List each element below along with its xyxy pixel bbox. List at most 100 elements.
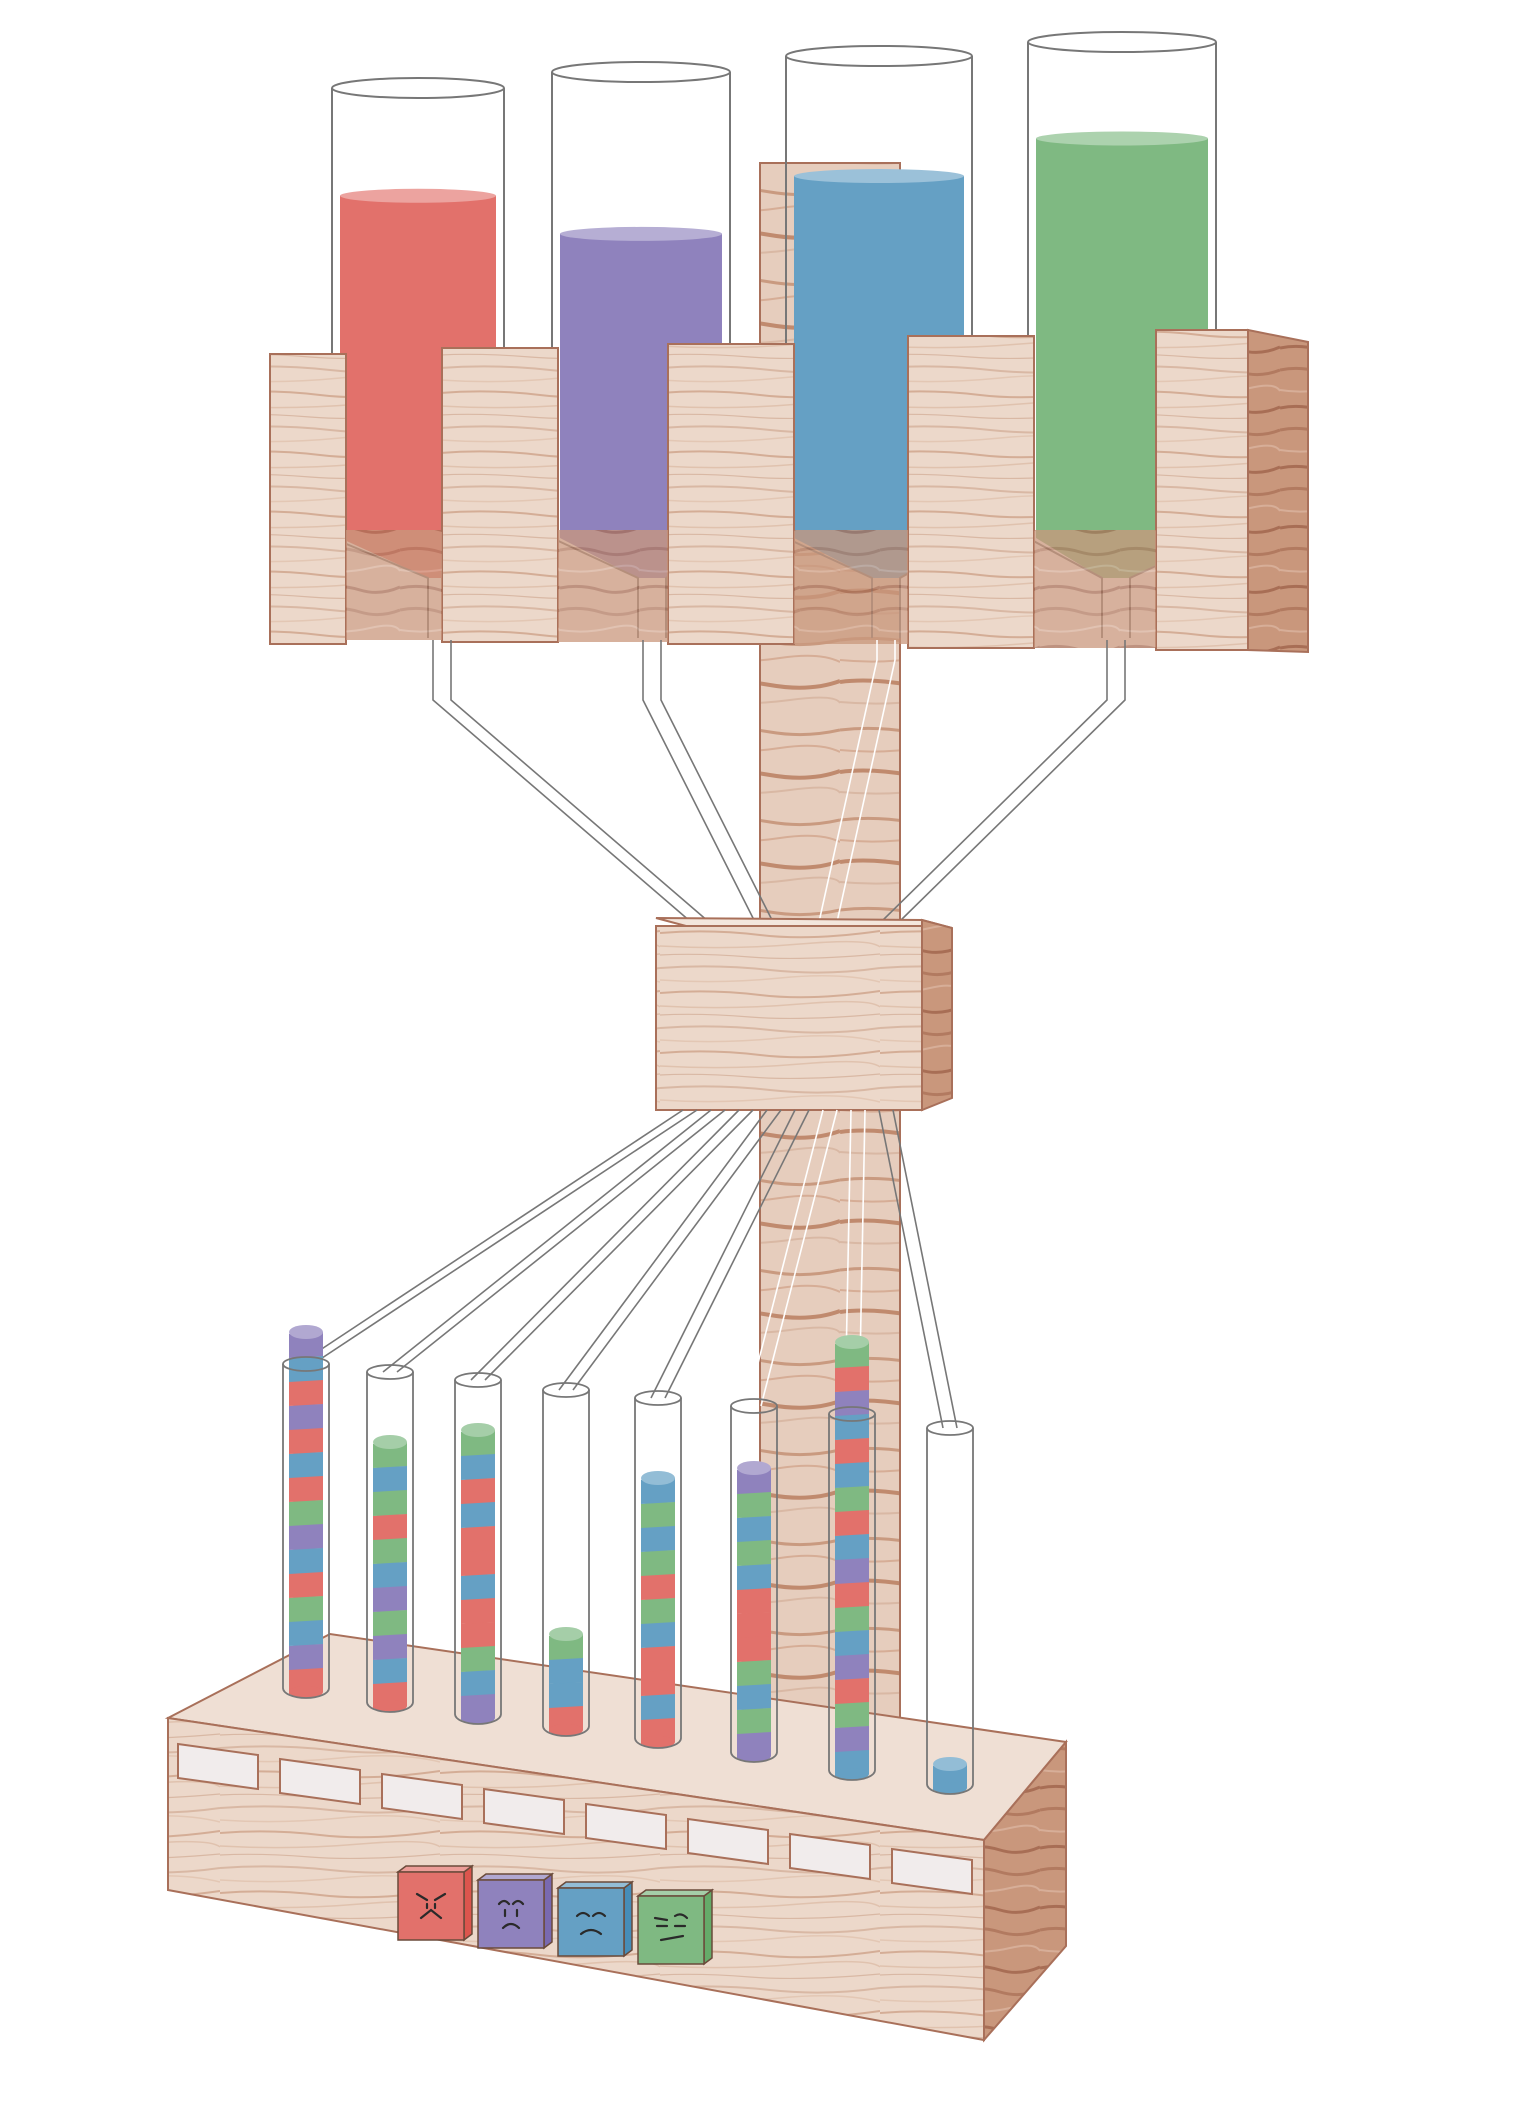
sand-layer	[549, 1634, 583, 1660]
test-tube-8	[926, 1420, 974, 1795]
upper-pipe-wall	[642, 640, 756, 923]
sand-layer	[289, 1644, 323, 1670]
sand-layer	[835, 1630, 869, 1656]
lower-pipe-wall	[892, 1109, 958, 1429]
sand-layer	[549, 1702, 583, 1732]
sand-layer	[289, 1664, 323, 1694]
tube-glass	[730, 1406, 778, 1763]
sand-layer	[289, 1548, 323, 1574]
sand-layer	[641, 1570, 675, 1600]
sand-bottom	[933, 1782, 967, 1794]
sand-layer	[289, 1452, 323, 1478]
tube-glass	[282, 1364, 330, 1699]
upper-pipe-wall	[898, 640, 1126, 923]
liquid-surface	[560, 226, 722, 241]
sand-layer	[461, 1526, 495, 1552]
sand-top	[461, 1423, 495, 1437]
lower-pipe-wall	[298, 1109, 684, 1365]
sand-layer	[461, 1690, 495, 1720]
sand-top	[933, 1757, 967, 1771]
reservoir-rim	[785, 45, 973, 67]
sand-layer	[373, 1610, 407, 1636]
tube-rim	[828, 1406, 876, 1422]
tube-rim	[454, 1372, 502, 1388]
tube-rim	[926, 1420, 974, 1436]
tube-glass	[634, 1398, 682, 1749]
tube-rim	[366, 1364, 414, 1380]
liquid-surface	[340, 188, 496, 203]
sand-layer	[835, 1554, 869, 1584]
test-tube-6	[730, 1398, 778, 1763]
label-slot-8	[891, 1847, 973, 1896]
sand-layer	[461, 1622, 495, 1648]
sand-layer	[641, 1522, 675, 1552]
lower-pipe-wall	[746, 1109, 824, 1407]
sand-layer	[737, 1708, 771, 1734]
upper-pipe-wall	[660, 640, 774, 923]
sand-layer	[835, 1390, 869, 1416]
lower-pipe-wall	[484, 1109, 754, 1381]
sand-layer	[461, 1670, 495, 1696]
sand-layer	[373, 1514, 407, 1540]
upper-pipe-wall	[432, 640, 692, 923]
sand-layer	[835, 1650, 869, 1680]
sand-layer	[641, 1694, 675, 1720]
face-box-purple	[475, 1872, 555, 1950]
sand-layer	[289, 1500, 323, 1526]
label-slot-6	[687, 1817, 769, 1866]
lower-pipe-wall	[664, 1109, 810, 1399]
sand-layer	[737, 1632, 771, 1662]
sand-layer	[835, 1458, 869, 1488]
sand-layer	[373, 1562, 407, 1588]
label-slot-4	[483, 1787, 565, 1836]
sand-top	[641, 1471, 675, 1485]
sand-layer	[737, 1564, 771, 1590]
sand-layer	[461, 1450, 495, 1480]
tube-rim	[542, 1382, 590, 1398]
sand-top	[835, 1335, 869, 1349]
sand-layer	[835, 1534, 869, 1560]
mixer-box	[655, 917, 953, 1112]
lower-pipe-wall	[470, 1109, 740, 1381]
label-slot-5	[585, 1802, 667, 1851]
test-tube-5	[634, 1390, 682, 1749]
sand-layer	[373, 1582, 407, 1612]
sand-layer	[835, 1362, 869, 1392]
angry-face-icon	[415, 1892, 447, 1920]
sand-layer	[835, 1582, 869, 1608]
sand-layer	[835, 1486, 869, 1512]
lower-pipe-wall	[312, 1109, 698, 1365]
liquid-surface	[1036, 131, 1208, 146]
sand-layer	[289, 1568, 323, 1598]
sand-layer	[549, 1654, 583, 1684]
upper-pipe-wall	[818, 640, 878, 923]
sand-layer	[289, 1472, 323, 1502]
sand-layer	[737, 1612, 771, 1638]
sand-top	[549, 1627, 583, 1641]
sand-layer	[289, 1596, 323, 1622]
face-box-red	[395, 1864, 475, 1942]
label-slot-7	[789, 1832, 871, 1881]
tube-glass	[926, 1428, 974, 1795]
tube-rim	[634, 1390, 682, 1406]
sand-top	[737, 1461, 771, 1475]
face-box-green	[635, 1888, 715, 1966]
lower-pipe-wall	[878, 1109, 944, 1429]
label-slot-1	[177, 1742, 259, 1791]
sand-layer	[461, 1478, 495, 1504]
tube-rim	[282, 1356, 330, 1372]
sand-bottom	[737, 1750, 771, 1762]
sand-bottom	[835, 1768, 869, 1780]
sand-layer	[835, 1342, 869, 1368]
sand-top	[373, 1435, 407, 1449]
lower-pipe-wall	[558, 1109, 768, 1391]
worried-face-icon	[497, 1899, 525, 1930]
tube-glass	[828, 1414, 876, 1781]
sand-layer	[461, 1498, 495, 1528]
sand-layer	[835, 1726, 869, 1752]
sand-layer	[737, 1680, 771, 1710]
sand-layer	[641, 1550, 675, 1576]
lower-pipe-wall	[650, 1109, 796, 1399]
sand-layer	[737, 1516, 771, 1542]
skeptical-face-icon	[653, 1913, 689, 1942]
